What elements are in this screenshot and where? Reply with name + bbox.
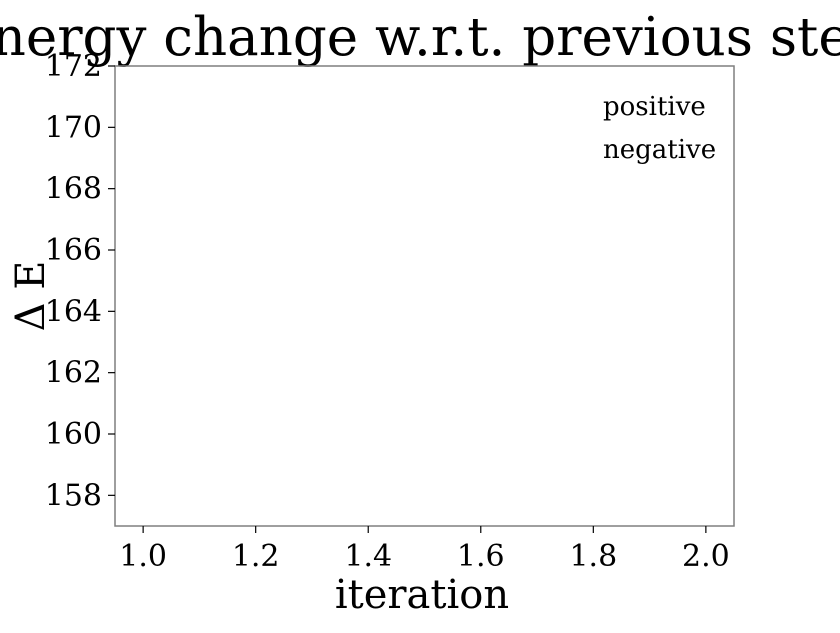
- y-tick-label: 170: [45, 110, 102, 145]
- y-tick-label: 162: [45, 356, 102, 391]
- x-axis: 1.0 1.2 1.4 1.6 1.8 2.0: [119, 526, 730, 574]
- axes-frame: [114, 65, 735, 527]
- x-tick-label: 1.4: [344, 539, 392, 574]
- x-tick-label: 1.6: [457, 539, 505, 574]
- y-tick-label: 158: [45, 478, 102, 513]
- y-tick-label: 166: [45, 233, 102, 268]
- legend: positive negative: [603, 92, 716, 165]
- x-tick-label: 1.2: [232, 539, 280, 574]
- x-tick-label: 1.8: [569, 539, 617, 574]
- legend-entry: negative: [603, 135, 716, 165]
- chart-title: energy change w.r.t. previous step: [0, 7, 840, 68]
- y-axis-label: Δ E: [8, 261, 54, 332]
- y-axis: 158 160 162 164 166 168 170 172: [45, 49, 115, 513]
- y-tick-label: 160: [45, 417, 102, 452]
- x-axis-label: iteration: [335, 572, 509, 618]
- x-tick-label: 2.0: [682, 539, 730, 574]
- plot-area: [114, 65, 735, 527]
- x-tick-label: 1.0: [119, 539, 167, 574]
- legend-entry: positive: [603, 92, 706, 122]
- y-tick-label: 164: [45, 294, 102, 329]
- y-tick-label: 168: [45, 172, 102, 207]
- y-tick-label: 172: [45, 49, 102, 84]
